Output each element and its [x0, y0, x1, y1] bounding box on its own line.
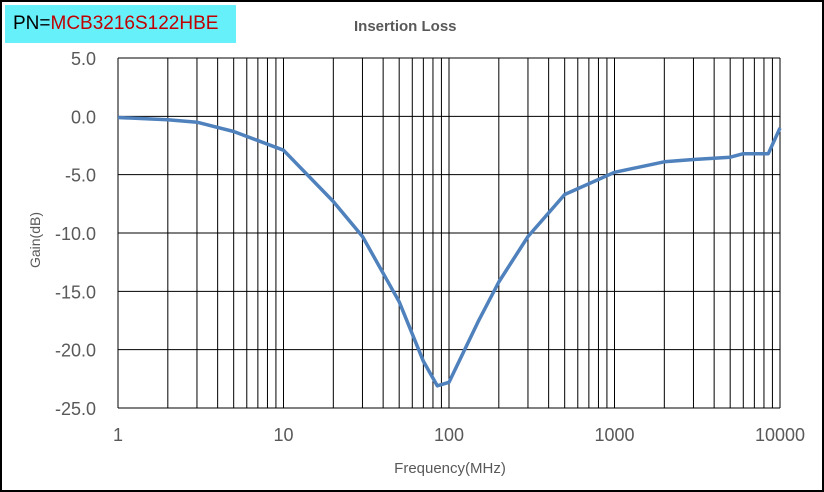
y-tick-label: -25.0: [55, 399, 96, 419]
chart-title: Insertion Loss: [354, 18, 457, 35]
y-tick-label: -10.0: [55, 224, 96, 244]
x-tick-label: 10000: [755, 425, 805, 445]
y-tick-label: -15.0: [55, 282, 96, 302]
x-tick-label: 100: [434, 425, 464, 445]
part-number-label: PN=MCB3216S122HBE: [5, 5, 236, 43]
part-number-value: MCB3216S122HBE: [50, 13, 219, 34]
series-line: [117, 115, 782, 388]
part-number-prefix: PN=: [13, 13, 51, 34]
y-tick-label: -20.0: [55, 341, 96, 361]
x-axis-label: Frequency(MHz): [394, 460, 506, 477]
x-tick-label: 10: [273, 425, 293, 445]
y-axis-label: Gain(dB): [27, 212, 43, 268]
y-tick-label: 0.0: [71, 107, 96, 127]
y-tick-label: -5.0: [65, 166, 96, 186]
x-tick-label: 1: [113, 425, 123, 445]
x-tick-label: 1000: [594, 425, 634, 445]
y-tick-label: 5.0: [71, 49, 96, 69]
